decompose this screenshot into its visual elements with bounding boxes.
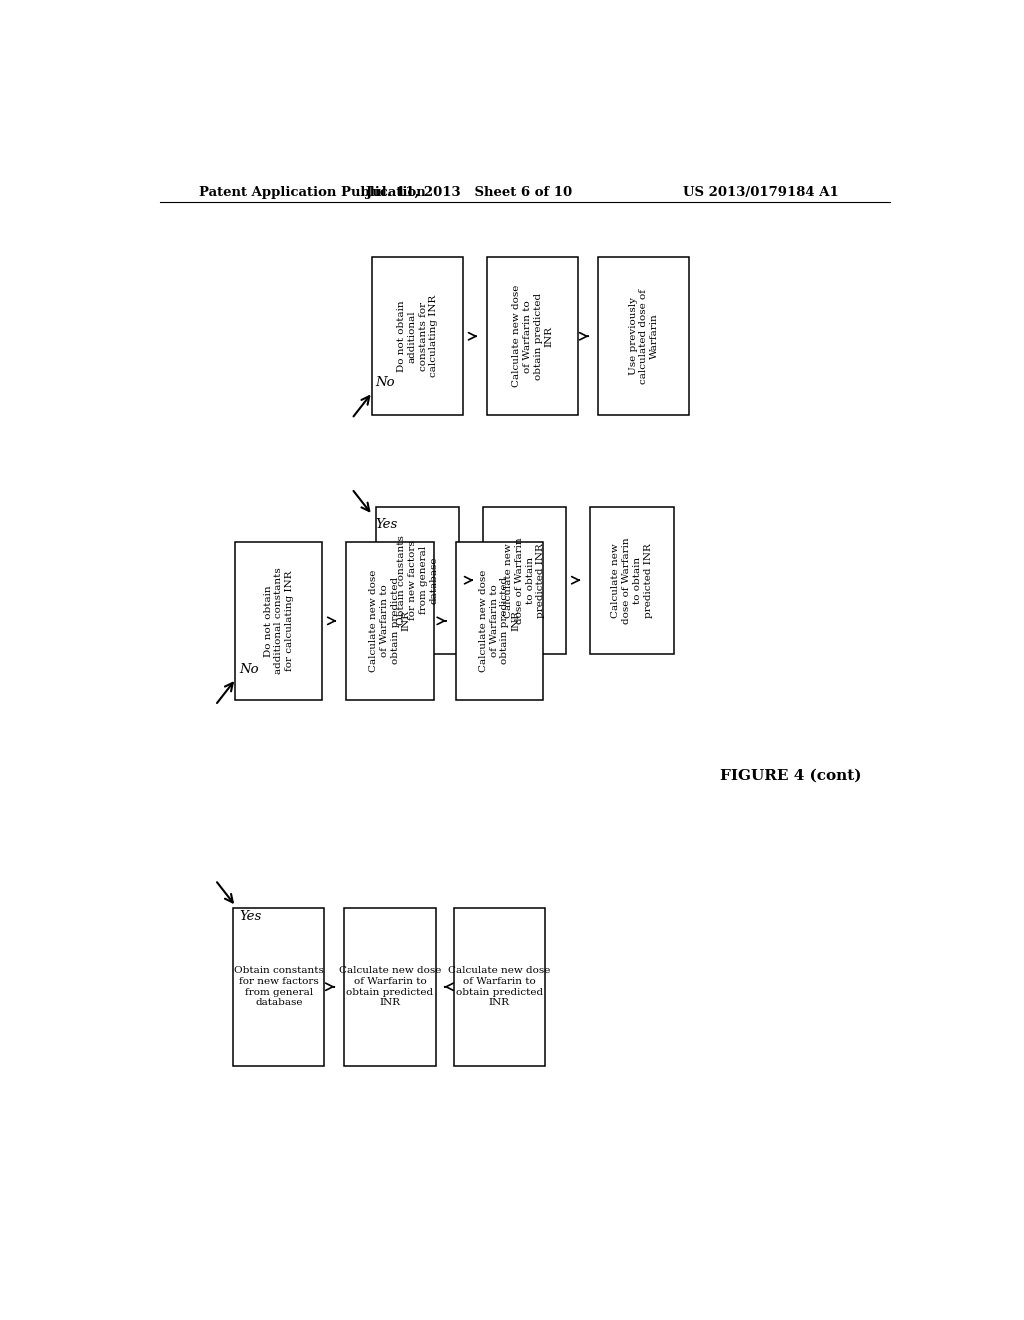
FancyBboxPatch shape: [372, 257, 463, 414]
FancyBboxPatch shape: [233, 908, 325, 1065]
Text: Calculate new dose
of Warfarin to
obtain predicted
INR: Calculate new dose of Warfarin to obtain…: [449, 966, 551, 1007]
Text: Calculate new
dose of Warfarin
to obtain
predicted INR: Calculate new dose of Warfarin to obtain…: [504, 537, 546, 623]
Text: Calculate new dose
of Warfarin to
obtain predicted
INR: Calculate new dose of Warfarin to obtain…: [370, 570, 411, 672]
FancyBboxPatch shape: [346, 543, 433, 700]
Text: Obtain constants
for new factors
from general
database: Obtain constants for new factors from ge…: [233, 966, 324, 1007]
FancyBboxPatch shape: [483, 507, 566, 653]
Text: FIGURE 4 (cont): FIGURE 4 (cont): [720, 768, 861, 783]
FancyBboxPatch shape: [344, 908, 435, 1065]
Text: Calculate new dose
of Warfarin to
obtain predicted
INR: Calculate new dose of Warfarin to obtain…: [512, 285, 553, 388]
FancyBboxPatch shape: [598, 257, 689, 414]
Text: Patent Application Publication: Patent Application Publication: [200, 186, 426, 199]
FancyBboxPatch shape: [456, 543, 543, 700]
Text: US 2013/0179184 A1: US 2013/0179184 A1: [683, 186, 839, 199]
Text: Yes: Yes: [376, 519, 398, 531]
Text: Calculate new dose
of Warfarin to
obtain predicted
INR: Calculate new dose of Warfarin to obtain…: [339, 966, 441, 1007]
Text: Do not obtain
additional
constants for
calculating INR: Do not obtain additional constants for c…: [397, 296, 438, 378]
Text: Jul. 11, 2013   Sheet 6 of 10: Jul. 11, 2013 Sheet 6 of 10: [367, 186, 572, 199]
Text: Calculate new
dose of Warfarin
to obtain
predicted INR: Calculate new dose of Warfarin to obtain…: [611, 537, 652, 623]
Text: Calculate new dose
of Warfarin to
obtain predicted
INR: Calculate new dose of Warfarin to obtain…: [479, 570, 520, 672]
FancyBboxPatch shape: [376, 507, 460, 653]
FancyBboxPatch shape: [487, 257, 579, 414]
Text: No: No: [376, 376, 395, 389]
Text: Yes: Yes: [240, 909, 261, 923]
Text: Obtain constants
for new factors
from general
database: Obtain constants for new factors from ge…: [397, 536, 438, 626]
FancyBboxPatch shape: [454, 908, 545, 1065]
FancyBboxPatch shape: [590, 507, 674, 653]
Text: Do not obtain
additional constants
for calculating INR: Do not obtain additional constants for c…: [263, 568, 294, 675]
FancyBboxPatch shape: [236, 543, 323, 700]
Text: Use previously
calculated dose of
Warfarin: Use previously calculated dose of Warfar…: [629, 289, 659, 384]
Text: No: No: [240, 663, 259, 676]
